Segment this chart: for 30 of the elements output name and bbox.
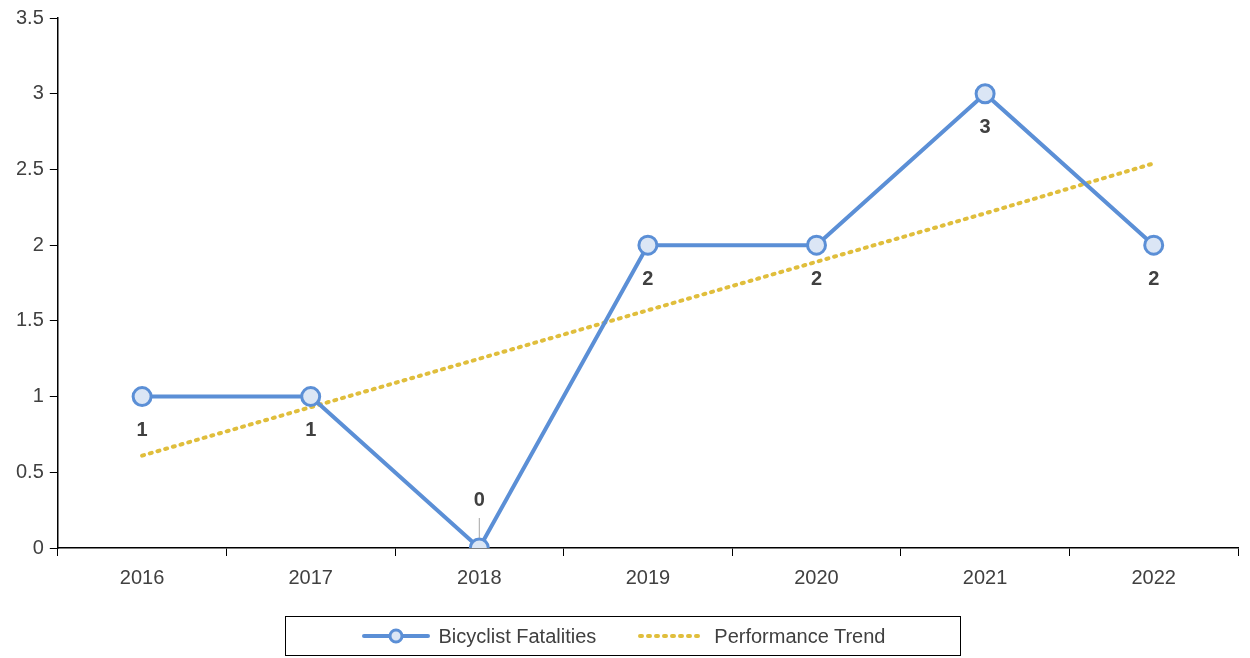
- data-label: 1: [136, 418, 148, 441]
- y-tick-label: 0: [32, 535, 44, 558]
- y-tick-label: 3: [32, 81, 44, 104]
- data-label: 2: [810, 266, 823, 289]
- legend-label: Performance Trend: [714, 624, 886, 648]
- x-tick-label: 2016: [119, 565, 165, 588]
- x-tick-label: 2021: [962, 565, 1008, 588]
- point: [974, 83, 996, 105]
- point: [131, 386, 153, 408]
- y-tick-label: 1.5: [15, 308, 44, 331]
- x-tick-label: 2017: [288, 565, 333, 588]
- y-tick-label: 3.5: [15, 5, 44, 28]
- y-tick-label: 1: [32, 384, 44, 407]
- y-tick-label: 2.5: [15, 156, 44, 179]
- x-tick-label: 2022: [1131, 565, 1176, 588]
- point: [637, 234, 659, 256]
- legend-label: Bicyclist Fatalities: [438, 624, 597, 648]
- data-label: 2: [1148, 266, 1160, 289]
- data-label: 3: [979, 115, 991, 138]
- x-tick-label: 2020: [794, 565, 839, 588]
- data-label: 1: [305, 418, 317, 441]
- point: [1143, 234, 1165, 256]
- x-tick-label: 2019: [625, 565, 671, 588]
- point: [300, 386, 322, 408]
- y-tick-label: 2: [32, 232, 44, 255]
- data-label: 0: [473, 487, 485, 510]
- data-label: 2: [642, 266, 654, 289]
- y-tick-label: 0.5: [15, 459, 44, 482]
- x-tick-label: 2018: [457, 565, 502, 588]
- point: [806, 234, 827, 256]
